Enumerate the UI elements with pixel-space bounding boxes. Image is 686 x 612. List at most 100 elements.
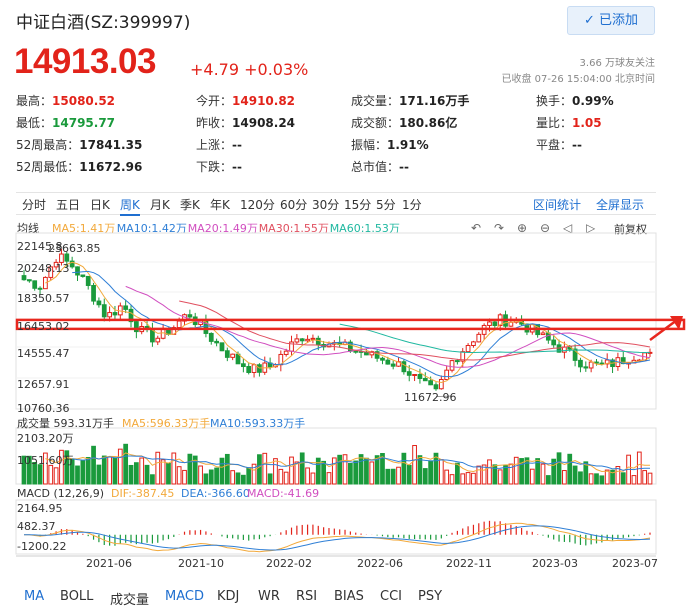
tab-120分[interactable]: 120分 bbox=[240, 198, 275, 212]
stat-item: 今开：14910.82 bbox=[196, 92, 295, 109]
stat-label: 换手： bbox=[536, 94, 573, 108]
indicator-tab-bias[interactable]: BIAS bbox=[334, 589, 364, 604]
volume-bar bbox=[460, 473, 466, 485]
volume-axis-label: 1051.60万 bbox=[17, 454, 74, 467]
tab-季K[interactable]: 季K bbox=[180, 198, 200, 212]
volume-bar bbox=[101, 455, 107, 485]
tab-分时[interactable]: 分时 bbox=[22, 198, 47, 212]
volume-bar bbox=[540, 463, 546, 485]
ma-line-60 bbox=[339, 323, 651, 354]
indicator-tab-psy[interactable]: PSY bbox=[418, 589, 443, 604]
indicator-tab-wr[interactable]: WR bbox=[258, 589, 280, 604]
volume-bar bbox=[326, 472, 332, 485]
volume-bar bbox=[230, 470, 236, 485]
ma-legend-item: MA10:1.42万 bbox=[116, 222, 187, 235]
undo-icon[interactable]: ↶ bbox=[471, 221, 482, 235]
candle-body bbox=[214, 340, 219, 344]
dea-line bbox=[23, 525, 651, 551]
follow-button[interactable]: ✓ 已添加 bbox=[567, 6, 655, 35]
tab-5分[interactable]: 5分 bbox=[376, 198, 396, 212]
candle-body bbox=[85, 275, 91, 286]
stat-value: 11672.96 bbox=[79, 160, 143, 174]
tab-日K[interactable]: 日K bbox=[90, 198, 110, 212]
volume-ma-line bbox=[45, 452, 651, 474]
candle-body bbox=[476, 333, 482, 343]
volume-bar bbox=[85, 456, 91, 485]
tab-周K[interactable]: 周K bbox=[120, 196, 140, 216]
pan-right-icon[interactable]: ▷ bbox=[586, 221, 596, 235]
range-stats-link[interactable]: 区间统计 bbox=[533, 198, 582, 212]
volume-bar bbox=[208, 469, 214, 485]
volume-bar bbox=[53, 467, 59, 485]
macd-value: DIF:-387.45 bbox=[111, 487, 175, 500]
volume-bar bbox=[96, 464, 102, 485]
price-axis-label: 22145.8 bbox=[17, 240, 63, 253]
volume-bar bbox=[620, 472, 626, 485]
tab-年K[interactable]: 年K bbox=[210, 198, 230, 212]
volume-bar bbox=[631, 475, 637, 485]
volume-bar bbox=[273, 458, 278, 485]
low-annotation: 11672.96 bbox=[404, 391, 457, 404]
volume-bar bbox=[642, 470, 648, 485]
volume-bar bbox=[251, 463, 257, 485]
candle-body bbox=[91, 284, 96, 302]
pan-left-icon[interactable]: ◁ bbox=[563, 221, 573, 235]
indicator-tab-boll[interactable]: BOLL bbox=[60, 589, 94, 604]
volume-bar bbox=[310, 472, 316, 485]
volume-bar bbox=[117, 448, 123, 485]
volume-bar bbox=[562, 470, 567, 485]
tab-月K[interactable]: 月K bbox=[150, 198, 170, 212]
stat-label: 今开： bbox=[196, 94, 233, 108]
candle-body bbox=[588, 361, 594, 369]
current-price: 14913.03 bbox=[14, 42, 156, 81]
tab-60分[interactable]: 60分 bbox=[280, 198, 308, 212]
stat-item: 52周最高：17841.35 bbox=[16, 136, 142, 153]
zoom-out-icon[interactable]: ⊖ bbox=[540, 221, 551, 235]
stat-value: 180.86亿 bbox=[399, 116, 458, 130]
stat-item: 上涨：-- bbox=[196, 136, 242, 153]
stat-label: 昨收： bbox=[196, 116, 233, 130]
candle-body bbox=[112, 312, 118, 316]
tab-五日[interactable]: 五日 bbox=[56, 198, 81, 212]
tab-30分[interactable]: 30分 bbox=[312, 198, 340, 212]
candle-body bbox=[578, 359, 583, 368]
volume-ma-line bbox=[72, 455, 651, 471]
volume-bar bbox=[406, 464, 412, 485]
candle-body bbox=[444, 369, 450, 381]
indicator-tab-成交量[interactable]: 成交量 bbox=[110, 593, 150, 608]
volume-bar bbox=[374, 455, 380, 485]
candle-body bbox=[101, 304, 107, 318]
indicator-tab-rsi[interactable]: RSI bbox=[296, 589, 318, 604]
volume-bar bbox=[396, 466, 401, 485]
tab-1分[interactable]: 1分 bbox=[402, 198, 422, 212]
candle-body bbox=[123, 305, 129, 310]
stat-item: 换手：0.99% bbox=[536, 92, 614, 109]
candle-body bbox=[187, 314, 193, 318]
volume-bar bbox=[380, 453, 385, 485]
candle-body bbox=[64, 253, 70, 262]
price-axis-label: 20248.13 bbox=[17, 262, 70, 275]
tab-15分[interactable]: 15分 bbox=[344, 198, 372, 212]
candle-body bbox=[59, 253, 64, 263]
volume-bar bbox=[385, 468, 391, 485]
stat-item: 最高：15080.52 bbox=[16, 92, 115, 109]
candle-body bbox=[449, 360, 455, 371]
stat-item: 振幅：1.91% bbox=[351, 136, 429, 153]
volume-bar bbox=[59, 449, 64, 485]
indicator-tab-macd[interactable]: MACD bbox=[165, 589, 204, 604]
date-axis-label: 2022-02 bbox=[266, 557, 312, 570]
indicator-tab-ma[interactable]: MA bbox=[24, 589, 45, 604]
candle-body bbox=[155, 337, 161, 343]
volume-bar bbox=[219, 457, 225, 485]
redo-icon[interactable]: ↷ bbox=[494, 221, 505, 235]
fullscreen-link[interactable]: 全屏显示 bbox=[596, 198, 645, 212]
indicator-tab-cci[interactable]: CCI bbox=[380, 589, 402, 604]
volume-bar bbox=[535, 458, 541, 485]
volume-bar bbox=[267, 473, 273, 485]
stat-item: 下跌：-- bbox=[196, 158, 242, 175]
volume-bar bbox=[150, 474, 155, 485]
zoom-in-icon[interactable]: ⊕ bbox=[517, 221, 528, 235]
indicator-tab-kdj[interactable]: KDJ bbox=[217, 589, 240, 604]
volume-bar bbox=[80, 460, 86, 485]
